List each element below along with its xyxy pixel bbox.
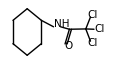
Text: O: O bbox=[64, 41, 72, 51]
Text: NH: NH bbox=[54, 19, 69, 29]
Text: Cl: Cl bbox=[94, 24, 104, 34]
Text: Cl: Cl bbox=[88, 38, 98, 48]
Text: Cl: Cl bbox=[88, 10, 98, 20]
